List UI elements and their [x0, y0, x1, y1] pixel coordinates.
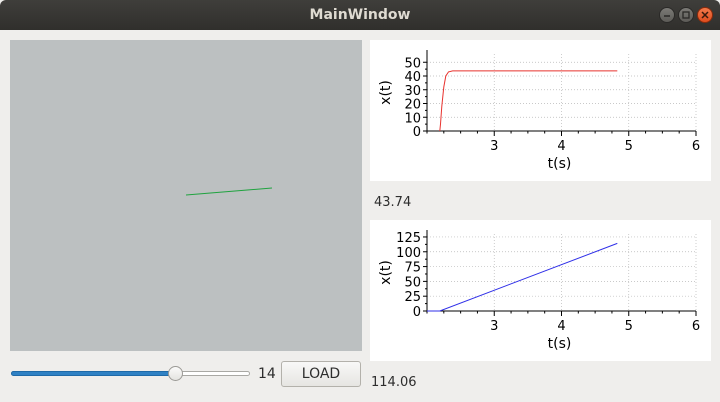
chart-bottom-ytick-label-5: 125 [396, 231, 421, 246]
chart-bottom-xtick-label-1: 4 [557, 319, 565, 334]
chart-bottom-ytick-label-4: 100 [396, 246, 421, 261]
maximize-icon[interactable] [678, 7, 694, 23]
chart-top-ylabel: x(t) [378, 80, 394, 105]
chart-top-xtick-label-2: 5 [625, 139, 633, 154]
minimize-icon[interactable] [659, 7, 675, 23]
chart-bottom-xlabel: t(s) [548, 336, 572, 352]
chart-top-xtick-label-1: 4 [557, 139, 565, 154]
chart-top-series-line-0 [439, 70, 618, 132]
chart-top-ytick-label-3: 30 [404, 84, 421, 99]
chart-bottom-ytick-label-0: 0 [413, 305, 421, 320]
title-bar: MainWindow [0, 0, 720, 30]
chart-bottom-xtick-label-2: 5 [625, 319, 633, 334]
slider-value-label: 14 [258, 366, 276, 382]
chart-top-ytick-label-0: 0 [413, 125, 421, 140]
chart-bottom-xtick-label-0: 3 [490, 319, 498, 334]
window-title: MainWindow [309, 7, 411, 23]
chart-top-xlabel: t(s) [548, 156, 572, 172]
top-value-label: 43.74 [374, 195, 412, 210]
chart-bottom-xtick-label-3: 6 [692, 319, 700, 334]
chart-bottom-series-line-0 [427, 242, 618, 312]
chart-bottom-ytick-label-2: 50 [404, 275, 421, 290]
chart-top-ytick-label-4: 40 [404, 70, 421, 85]
pendulum-segment [185, 187, 273, 196]
chart-bottom-ylabel: x(t) [378, 260, 394, 285]
chart-top-xtick-label-0: 3 [490, 139, 498, 154]
chart-top-ytick-label-1: 10 [404, 111, 421, 126]
chart-bottom-ytick-label-3: 75 [404, 261, 421, 276]
simulation-canvas [10, 40, 362, 351]
slider-fill [11, 371, 176, 376]
position-plot-bottom: 0 25 50 75 100 125 3 4 5 6 t(s) x(t) [370, 220, 711, 361]
close-icon[interactable] [697, 7, 713, 23]
chart-top-ytick-label-2: 20 [404, 98, 421, 113]
load-button[interactable]: LOAD [281, 361, 361, 387]
slider-handle[interactable] [167, 366, 183, 381]
chart-bottom-ytick-label-1: 25 [404, 290, 421, 305]
chart-top-xtick-label-3: 6 [692, 139, 700, 154]
bottom-value-label: 114.06 [371, 375, 417, 390]
chart-top-ytick-label-5: 50 [404, 56, 421, 71]
position-plot-top: 0 10 20 30 40 50 3 4 5 6 t(s) x(t) [370, 40, 711, 181]
